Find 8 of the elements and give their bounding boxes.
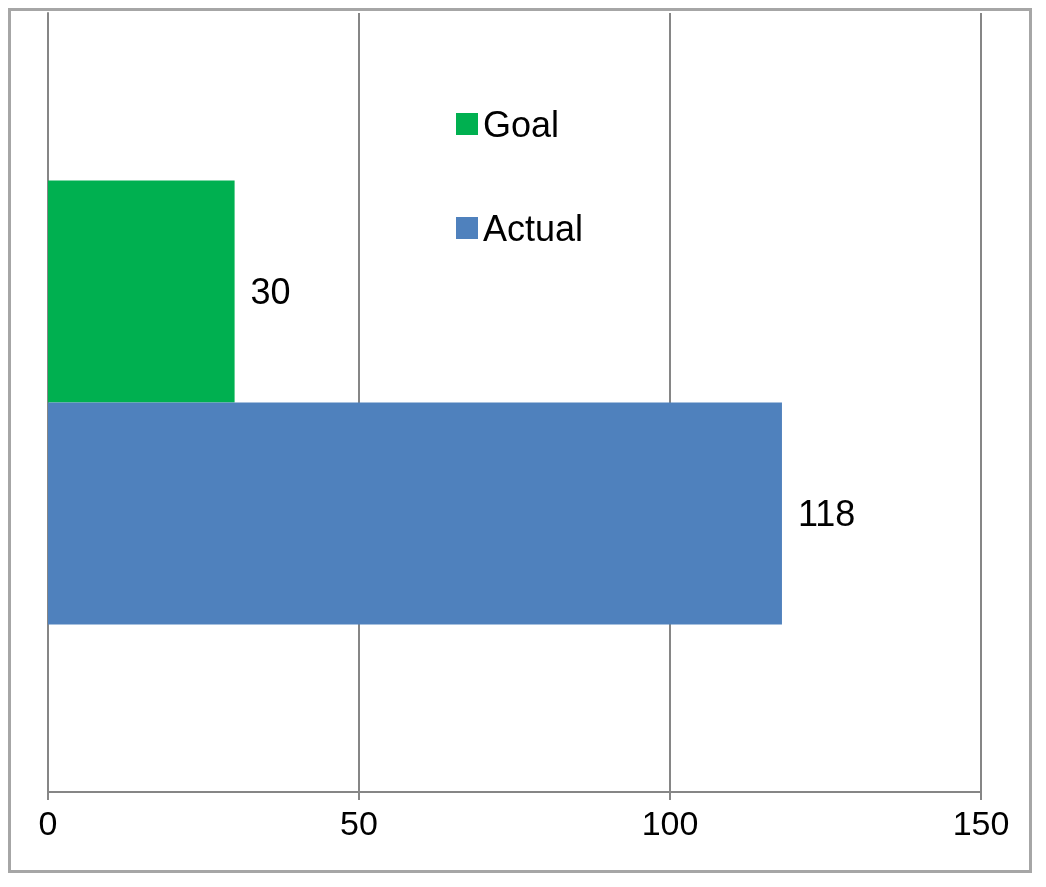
data-label: 30 (250, 270, 291, 312)
x-tick-label: 150 (952, 804, 1010, 842)
x-tick-label: 100 (641, 804, 699, 842)
legend-label: Goal (483, 103, 560, 145)
x-tick-label: 0 (38, 804, 58, 842)
data-label: 118 (797, 493, 856, 535)
legend-label: Actual (483, 207, 584, 249)
x-tick-label: 50 (340, 804, 378, 842)
